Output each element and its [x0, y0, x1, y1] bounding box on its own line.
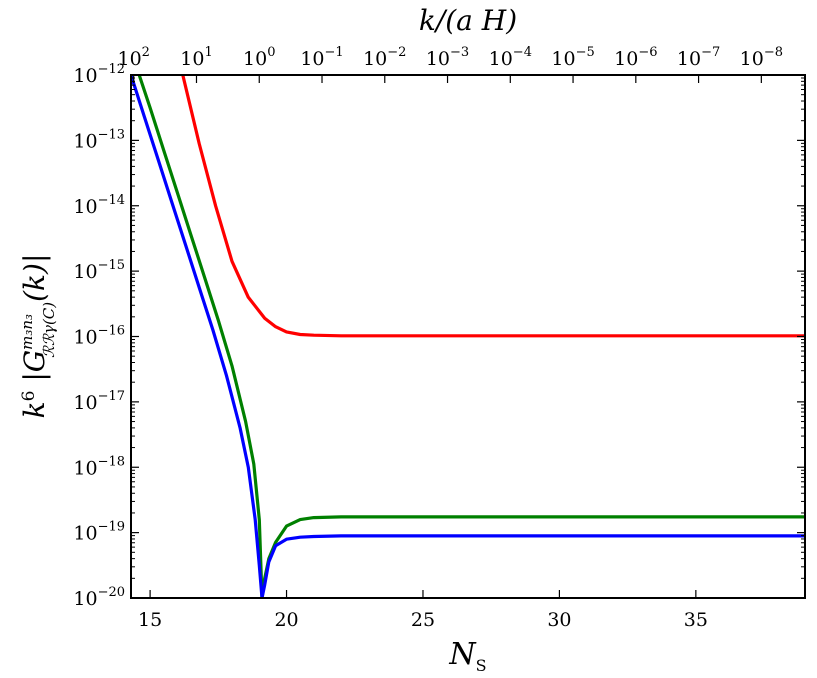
series-line-1 — [137, 75, 805, 598]
x2-axis-title: k/(a H) — [419, 4, 517, 37]
y-tick-label: 10−14 — [73, 193, 125, 218]
x-tick-label: 25 — [411, 609, 435, 631]
top-tick-label: 10−1 — [300, 45, 343, 70]
top-tick-label: 10−7 — [677, 45, 720, 70]
top-tick-label: 10−4 — [489, 45, 532, 70]
x-axis-title: NS — [448, 637, 486, 675]
labels-layer: 15 20 25 30 35 10−20 10−19 10−18 10−17 10−16 10−15… — [18, 4, 783, 675]
y-tick-label: 10−13 — [73, 127, 125, 152]
y-tick-label: 10−12 — [73, 62, 125, 87]
top-tick-label: 10−3 — [426, 45, 469, 70]
top-tick-label: 100 — [243, 45, 275, 70]
x-tick-label: 20 — [274, 609, 298, 631]
top-tick-label: 10−5 — [551, 45, 594, 70]
x-tick-label: 15 — [138, 609, 162, 631]
y-tick-label: 10−20 — [73, 585, 125, 610]
top-tick-label: 101 — [180, 45, 212, 70]
top-tick-label: 10−6 — [614, 45, 657, 70]
top-tick-label: 10−2 — [363, 45, 406, 70]
y-tick-label: 10−17 — [73, 389, 125, 414]
y-tick-label: 10−19 — [73, 520, 125, 545]
series-layer — [131, 75, 805, 598]
y-axis-title: k6 |Gm₃n₃ ℛℛγ(C)(k)| — [18, 254, 58, 419]
x-tick-label: 35 — [684, 609, 708, 631]
series-line-2 — [131, 75, 805, 598]
x-tick-label: 30 — [547, 609, 571, 631]
top-tick-label: 10−8 — [740, 45, 783, 70]
y-tick-label: 10−18 — [73, 454, 125, 479]
top-tick-label: 102 — [117, 45, 149, 70]
series-line-0 — [181, 75, 805, 338]
y-tick-label: 10−16 — [73, 324, 125, 349]
plot-frame — [130, 74, 806, 599]
y-tick-label: 10−15 — [73, 258, 125, 283]
